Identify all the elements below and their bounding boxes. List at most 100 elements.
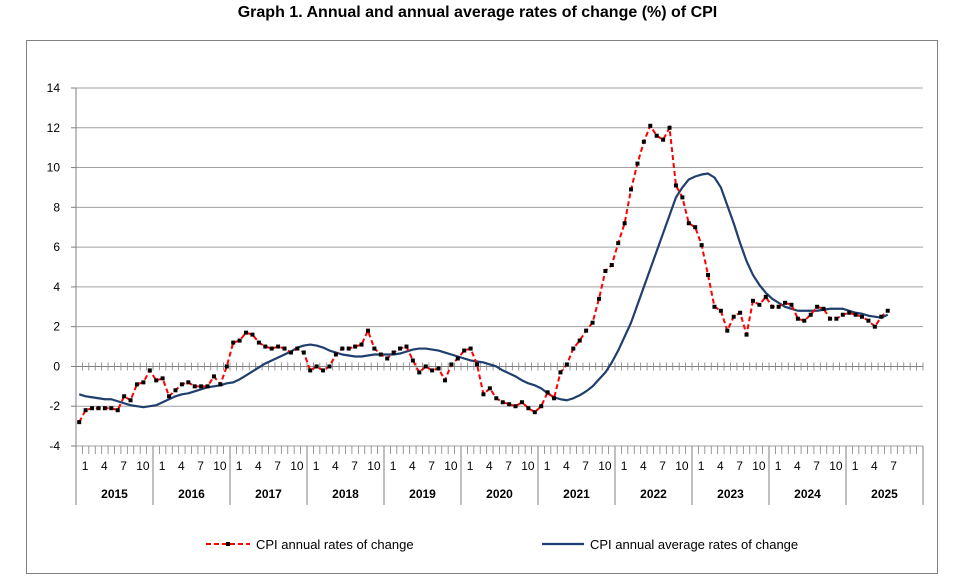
x-month-label: 7 <box>813 459 820 473</box>
x-year-label: 2017 <box>255 487 282 501</box>
x-month-label: 10 <box>444 459 458 473</box>
x-month-label: 1 <box>390 459 397 473</box>
data-point <box>250 332 255 337</box>
y-tick-label: 14 <box>47 81 61 95</box>
data-point <box>539 404 544 409</box>
x-year-label: 2018 <box>332 487 359 501</box>
data-point <box>661 137 666 142</box>
data-point <box>321 368 326 373</box>
data-point <box>141 380 146 385</box>
x-month-label: 4 <box>794 459 801 473</box>
x-month-label: 1 <box>621 459 628 473</box>
y-tick-label: 8 <box>53 200 60 214</box>
data-point <box>192 384 197 389</box>
x-year-label: 2015 <box>101 487 128 501</box>
data-point <box>532 410 537 415</box>
data-point <box>603 268 608 273</box>
data-point <box>757 302 762 307</box>
data-point <box>840 312 845 317</box>
data-point <box>340 346 345 351</box>
data-point <box>122 394 127 399</box>
data-point <box>680 195 685 200</box>
data-point <box>83 408 88 413</box>
data-point <box>513 404 518 409</box>
x-month-label: 7 <box>274 459 281 473</box>
data-point <box>160 376 165 381</box>
data-point <box>545 390 550 395</box>
y-tick-label: -4 <box>49 439 60 453</box>
data-point <box>154 378 159 383</box>
y-tick-label: 12 <box>47 121 61 135</box>
data-point <box>90 406 95 411</box>
data-point <box>885 308 890 313</box>
x-month-label: 7 <box>197 459 204 473</box>
data-point <box>770 304 775 309</box>
data-point <box>134 382 139 387</box>
x-month-label: 7 <box>736 459 743 473</box>
data-point <box>359 342 364 347</box>
data-point <box>526 406 531 411</box>
data-point <box>552 396 557 401</box>
x-month-label: 1 <box>313 459 320 473</box>
data-point <box>128 398 133 403</box>
y-tick-label: 2 <box>53 320 60 334</box>
x-month-label: 4 <box>101 459 108 473</box>
data-point <box>288 350 293 355</box>
x-month-label: 4 <box>640 459 647 473</box>
data-point <box>77 420 82 425</box>
data-point <box>699 243 704 248</box>
data-point <box>436 366 441 371</box>
data-point <box>731 314 736 319</box>
data-point <box>109 406 114 411</box>
x-month-label: 4 <box>255 459 262 473</box>
data-point <box>776 304 781 309</box>
data-point <box>269 346 274 351</box>
data-point <box>353 344 358 349</box>
x-year-label: 2025 <box>871 487 898 501</box>
data-point <box>475 362 480 367</box>
x-month-label: 4 <box>717 459 724 473</box>
x-axis: 1 4 7 10 1 4 7 10 1 4 7 10 1 4 7 10 1 4 7 10 1 4 7 10 1 4 7 10 1 4 7 10… <box>75 362 924 505</box>
data-point <box>256 340 261 345</box>
x-month-label: 7 <box>505 459 512 473</box>
data-point <box>564 362 569 367</box>
data-point <box>622 221 627 226</box>
x-month-label: 10 <box>521 459 535 473</box>
data-point <box>385 356 390 361</box>
data-point <box>378 352 383 357</box>
data-point <box>866 318 871 323</box>
data-point <box>693 225 698 230</box>
x-month-label: 4 <box>178 459 185 473</box>
data-point <box>404 344 409 349</box>
x-month-label: 10 <box>752 459 766 473</box>
x-year-label: 2020 <box>486 487 513 501</box>
x-month-label: 4 <box>486 459 493 473</box>
data-point <box>654 133 659 138</box>
legend: CPI annual rates of change CPI annual ave… <box>206 537 798 552</box>
data-point <box>744 332 749 337</box>
data-point <box>500 400 505 405</box>
data-point <box>481 392 486 397</box>
data-point <box>410 358 415 363</box>
x-month-label: 1 <box>698 459 705 473</box>
data-point <box>667 125 672 130</box>
data-point <box>417 370 422 375</box>
data-point <box>365 328 370 333</box>
data-point <box>558 370 563 375</box>
x-month-label: 10 <box>829 459 843 473</box>
data-point <box>718 308 723 313</box>
data-point <box>314 364 319 369</box>
data-point <box>218 382 223 387</box>
series-line-annual-average <box>78 172 889 409</box>
x-month-label: 1 <box>159 459 166 473</box>
data-point <box>173 388 178 393</box>
chart-frame <box>26 40 938 574</box>
data-point <box>834 316 839 321</box>
data-point <box>487 386 492 391</box>
y-axis: -4 -2 0 2 4 6 8 10 12 14 <box>47 81 77 453</box>
data-point <box>231 340 236 345</box>
data-point <box>783 300 788 305</box>
data-point <box>455 356 460 361</box>
legend-label-annual: CPI annual rates of change <box>256 537 414 552</box>
